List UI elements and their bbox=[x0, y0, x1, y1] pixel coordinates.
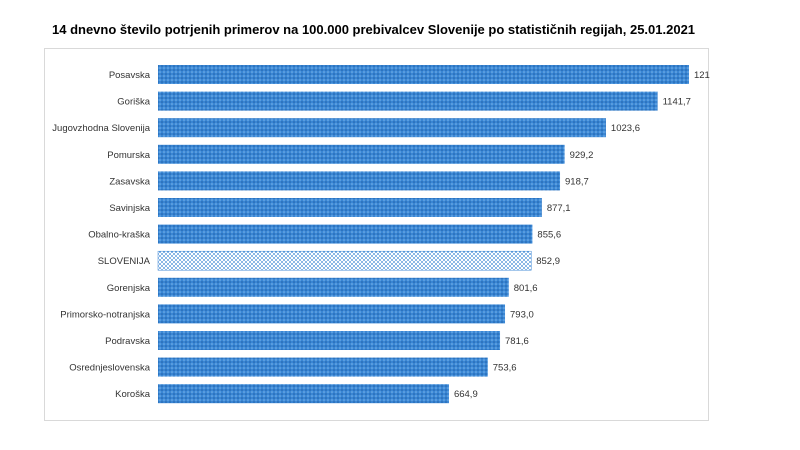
category-label: SLOVENIJA bbox=[98, 256, 151, 267]
bar bbox=[158, 277, 509, 297]
category-label: Posavska bbox=[109, 70, 151, 81]
bar bbox=[158, 357, 488, 377]
value-label: 753,6 bbox=[493, 363, 517, 374]
category-label: Podravska bbox=[105, 336, 151, 347]
category-label: Obalno-kraška bbox=[88, 230, 150, 241]
category-label: Primorsko-notranjska bbox=[60, 309, 150, 320]
category-label: Goriška bbox=[117, 97, 150, 108]
bar bbox=[158, 331, 501, 350]
bar-chart: Posavska 1213,4 Goriška 1141,7 Jugovzhodna S… bbox=[52, 65, 710, 404]
chart-area: Posavska 1213,4 Goriška 1141,7 Jugovzhodna S… bbox=[44, 48, 710, 421]
bar bbox=[158, 91, 658, 111]
value-label: 855,6 bbox=[537, 230, 561, 241]
value-label: 1141,7 bbox=[663, 97, 691, 108]
chart-title: 14 dnevno število potrjenih primerov na … bbox=[52, 22, 696, 37]
value-label: 781,6 bbox=[505, 336, 529, 347]
bars-layer: Posavska 1213,4 Goriška 1141,7 Jugovzhodna S… bbox=[52, 65, 710, 404]
value-label: 793,0 bbox=[510, 309, 534, 320]
bar bbox=[158, 65, 689, 84]
category-label: Zasavska bbox=[109, 176, 150, 187]
value-label: 1023,6 bbox=[611, 123, 640, 134]
bar bbox=[158, 224, 533, 244]
bar bbox=[158, 118, 606, 138]
bar bbox=[158, 144, 565, 164]
bar bbox=[158, 304, 506, 324]
category-label: Pomurska bbox=[107, 150, 150, 161]
value-label: 801,6 bbox=[514, 283, 538, 294]
value-label: 1213,4 bbox=[694, 70, 710, 81]
category-label: Gorenjska bbox=[107, 283, 151, 294]
value-label: 852,9 bbox=[536, 256, 560, 267]
category-label: Savinjska bbox=[109, 203, 150, 214]
category-label: Jugovzhodna Slovenija bbox=[52, 123, 150, 134]
category-label: Koroška bbox=[115, 389, 151, 400]
value-label: 929,2 bbox=[570, 150, 594, 161]
category-label: Osrednjeslovenska bbox=[69, 363, 151, 374]
value-label: 918,7 bbox=[565, 176, 589, 187]
bar bbox=[158, 171, 561, 191]
value-label: 877,1 bbox=[547, 203, 571, 214]
bar bbox=[158, 384, 449, 404]
value-label: 664,9 bbox=[454, 389, 478, 400]
bar-highlight bbox=[157, 250, 532, 271]
bar bbox=[158, 198, 542, 217]
